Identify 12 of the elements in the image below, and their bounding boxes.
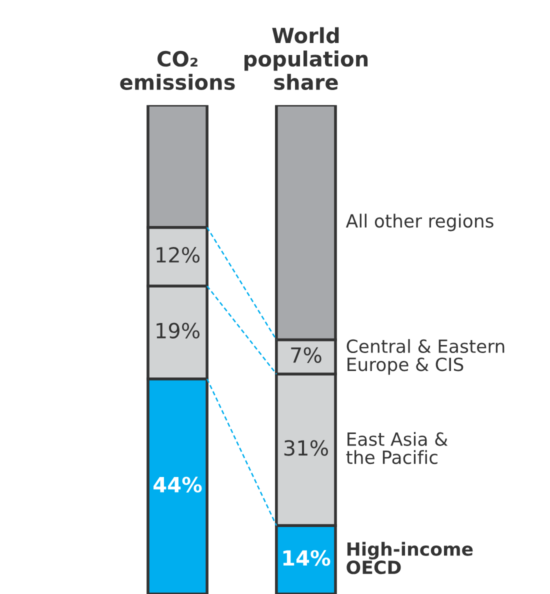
series-label: All other regions (346, 214, 494, 232)
series-label: High-income OECD (346, 542, 473, 574)
data-label: 44% (154, 476, 202, 492)
data-label: 14% (283, 550, 330, 566)
data-label: 31% (284, 440, 328, 456)
x-tick-label: World population share (244, 27, 368, 90)
x-tick-label: CO₂ emissions (120, 50, 235, 90)
data-label: 19% (156, 322, 200, 339)
data-label: 7% (291, 347, 322, 363)
data-label: 12% (156, 246, 200, 263)
series-label: Central & Eastern Europe & CIS (346, 339, 504, 375)
series-label: East Asia & the Pacific (346, 432, 448, 464)
